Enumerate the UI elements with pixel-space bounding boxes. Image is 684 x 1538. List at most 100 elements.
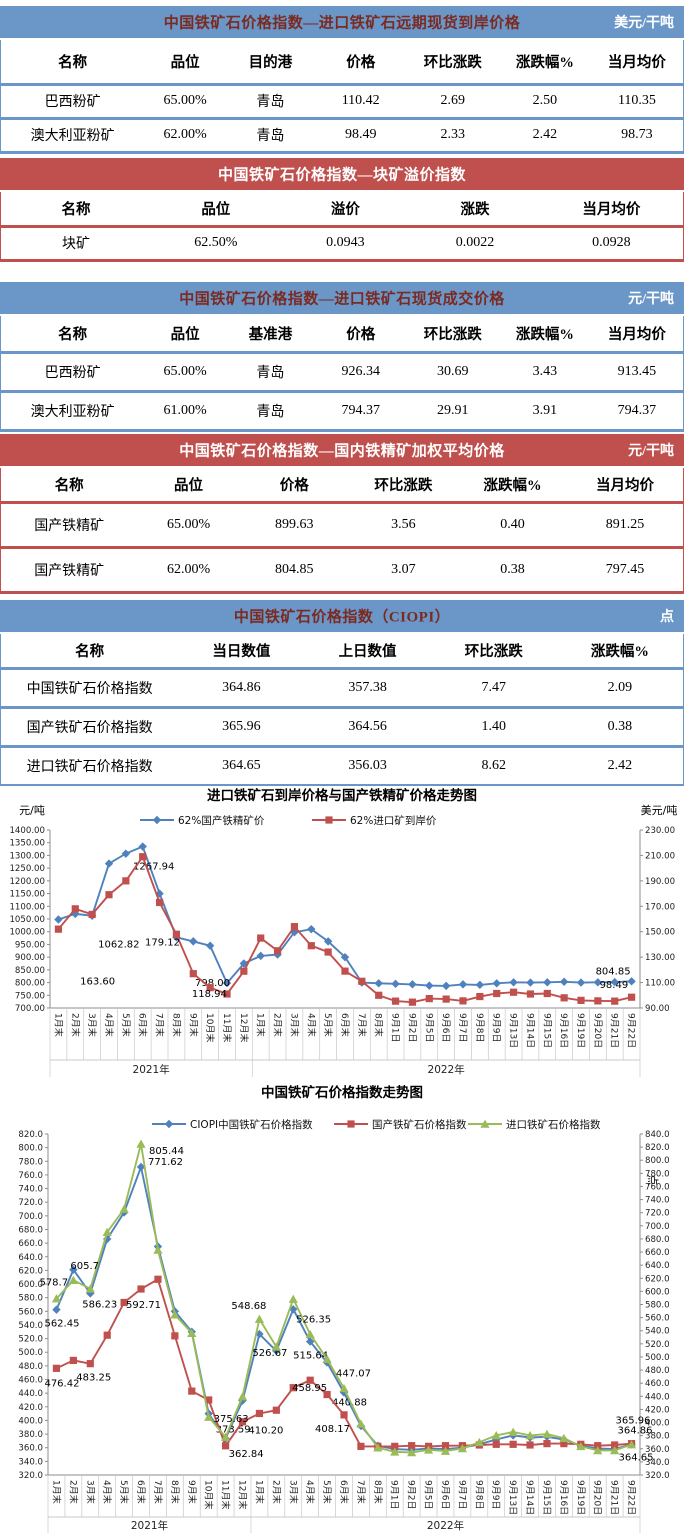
legend-label: 62%进口矿到岸价 xyxy=(350,814,437,827)
data-point-label: 410.20 xyxy=(248,1425,283,1436)
data-point xyxy=(375,991,383,999)
svg-text:500.0: 500.0 xyxy=(645,1353,670,1363)
x-axis-label: 1月末 xyxy=(50,1480,62,1504)
table-cell: 3.43 xyxy=(532,363,558,379)
table-cell: 3.56 xyxy=(391,516,416,532)
table-cell: 364.56 xyxy=(348,718,387,734)
column-header: 品位 xyxy=(170,54,200,71)
table-cell: 365.96 xyxy=(222,718,261,734)
table-cell: 913.45 xyxy=(617,363,657,379)
table-row: 国产铁精矿 62.00% 804.85 3.07 0.38 797.45 xyxy=(0,547,684,592)
data-point xyxy=(189,937,198,946)
table-lump-premium-index: 中国铁矿石价格指数—块矿溢价指数 名称 品位 溢价 涨跌 当月均价 块矿 62.50% 0.0… xyxy=(0,158,684,262)
x-axis-label: 9月末 xyxy=(187,1013,199,1037)
x-axis-label: 8月末 xyxy=(170,1013,182,1037)
x-axis-label: 6月末 xyxy=(338,1480,350,1504)
column-header: 环比涨跌 xyxy=(374,477,433,494)
svg-text:620.0: 620.0 xyxy=(645,1274,670,1284)
column-header: 名称 xyxy=(61,201,91,218)
data-point xyxy=(104,859,114,868)
column-header: 涨跌幅% xyxy=(515,326,574,343)
data-point xyxy=(480,1119,490,1128)
svg-text:700.00: 700.00 xyxy=(15,1004,45,1014)
svg-text:520.0: 520.0 xyxy=(645,1340,670,1350)
x-axis-label: 9月9日 xyxy=(490,1480,501,1509)
data-table: 名称 当日数值 上日数值 环比涨跌 涨跌幅% 中国铁矿石价格指数 364.86 357.38 7… xyxy=(0,634,684,787)
table-cell: 3.07 xyxy=(391,561,416,577)
table-import-spot-transaction-price: 中国铁矿石价格指数—进口铁矿石现货成交价格 元/干吨 名称 品位 基准港 价格 环比涨跌… xyxy=(0,282,684,432)
table-header-band: 中国铁矿石价格指数—进口铁矿石现货成交价格 元/干吨 xyxy=(0,282,684,314)
data-point xyxy=(254,1314,265,1323)
column-header: 价格 xyxy=(346,326,376,343)
x-axis-label: 1月末 xyxy=(52,1013,64,1037)
table-cell: 青岛 xyxy=(256,404,285,420)
table-cell: 65.00% xyxy=(166,516,211,532)
svg-text:1300.00: 1300.00 xyxy=(9,851,45,861)
data-point xyxy=(593,978,603,987)
x-axis-label: 7月末 xyxy=(152,1480,164,1504)
data-point xyxy=(441,1442,450,1450)
data-point-label: 526.35 xyxy=(296,1314,331,1325)
data-point-label: 771.62 xyxy=(148,1157,183,1168)
x-axis-label: 9月6日 xyxy=(439,1480,450,1509)
table-cell: 0.40 xyxy=(500,516,525,532)
table-cell: 62.00% xyxy=(166,561,211,577)
data-point xyxy=(509,988,518,996)
data-point xyxy=(102,1227,112,1237)
column-header: 涨跌幅% xyxy=(483,477,542,494)
data-point-label: 163.60 xyxy=(80,976,115,987)
data-point xyxy=(188,1387,196,1395)
table-cell: 2.33 xyxy=(440,127,466,142)
data-point xyxy=(491,1431,501,1440)
data-point xyxy=(52,1364,61,1372)
table-cell: 0.38 xyxy=(500,561,525,577)
table-cell: 澳大利亚粉矿 xyxy=(30,129,115,144)
data-point xyxy=(273,947,282,955)
table-cell: 794.37 xyxy=(341,402,380,418)
svg-text:340.0: 340.0 xyxy=(645,1458,670,1468)
data-point-label: 98.49 xyxy=(600,980,629,991)
table-cell: 0.0022 xyxy=(455,235,495,250)
table-row: 国产铁精矿 65.00% 899.63 3.56 0.40 891.25 xyxy=(0,502,684,547)
data-point xyxy=(408,998,417,1006)
x-axis-label: 9月6日 xyxy=(440,1013,451,1042)
header-row: 名称 品位 溢价 涨跌 当月均价 xyxy=(1,192,684,226)
svg-text:点: 点 xyxy=(646,1175,659,1186)
svg-text:600.0: 600.0 xyxy=(645,1287,670,1297)
data-point xyxy=(356,1419,366,1428)
table-cell: 797.45 xyxy=(605,561,645,577)
svg-text:800.0: 800.0 xyxy=(645,1156,670,1166)
svg-text:460.0: 460.0 xyxy=(18,1376,43,1386)
data-point xyxy=(306,1376,314,1384)
x-axis-label: 10月末 xyxy=(203,1480,215,1509)
svg-text:780.0: 780.0 xyxy=(645,1169,670,1179)
data-point xyxy=(347,1120,355,1128)
table-row: 巴西粉矿 65.00% 青岛 110.42 2.69 2.50 110.35 xyxy=(0,84,684,118)
svg-text:440.0: 440.0 xyxy=(645,1392,670,1402)
table-cell: 65.00% xyxy=(163,93,207,108)
x-axis-label: 5月末 xyxy=(120,1013,132,1037)
data-point xyxy=(425,994,433,1003)
column-header: 名称 xyxy=(58,326,88,343)
data-point xyxy=(341,967,349,975)
table-cell: 2.09 xyxy=(607,679,633,695)
table-cell: 804.85 xyxy=(274,561,314,577)
x-axis-label: 11月末 xyxy=(220,1480,232,1509)
data-point xyxy=(51,1294,62,1303)
svg-text:750.00: 750.00 xyxy=(15,991,45,1001)
table-cell: 65.00% xyxy=(163,363,207,379)
data-point xyxy=(525,1431,535,1440)
data-point-label: 586.23 xyxy=(82,1299,117,1310)
header-row: 名称 品位 目的港 价格 环比涨跌 涨跌幅% 当月均价 xyxy=(1,40,684,84)
x-axis-label: 9月5日 xyxy=(423,1013,434,1042)
x-axis-label: 9月13日 xyxy=(507,1480,518,1515)
table-cell: 110.35 xyxy=(617,93,656,108)
data-point xyxy=(594,1442,602,1450)
data-point-label: 526.67 xyxy=(252,1348,287,1359)
table-title: 中国铁矿石价格指数—进口铁矿石现货成交价格 xyxy=(179,291,505,308)
table-cell: 国产铁矿石价格指数 xyxy=(26,720,153,736)
data-point xyxy=(103,1331,111,1339)
data-point xyxy=(509,1440,517,1448)
x-axis-label: 9月21日 xyxy=(609,1013,620,1048)
svg-text:740.0: 740.0 xyxy=(645,1196,670,1206)
